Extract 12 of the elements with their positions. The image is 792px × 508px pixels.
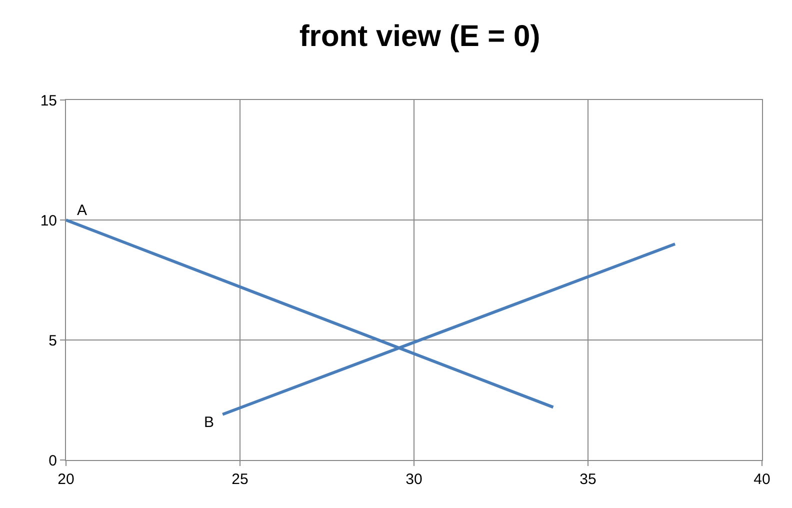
y-tick-label: 5 [48, 332, 57, 350]
y-tick-label: 0 [48, 452, 57, 470]
x-tick-label: 40 [754, 471, 770, 488]
chart-title: front view (E = 0) [299, 20, 540, 54]
x-tick-label: 35 [580, 471, 596, 488]
y-tick-label: 10 [40, 212, 57, 230]
x-tick-label: 30 [406, 471, 422, 488]
annotation: A [77, 202, 88, 219]
annotation: B [204, 414, 214, 431]
x-tick-label: 20 [58, 471, 74, 488]
y-tick-label: 15 [40, 92, 57, 110]
x-tick-label: 25 [232, 471, 248, 488]
